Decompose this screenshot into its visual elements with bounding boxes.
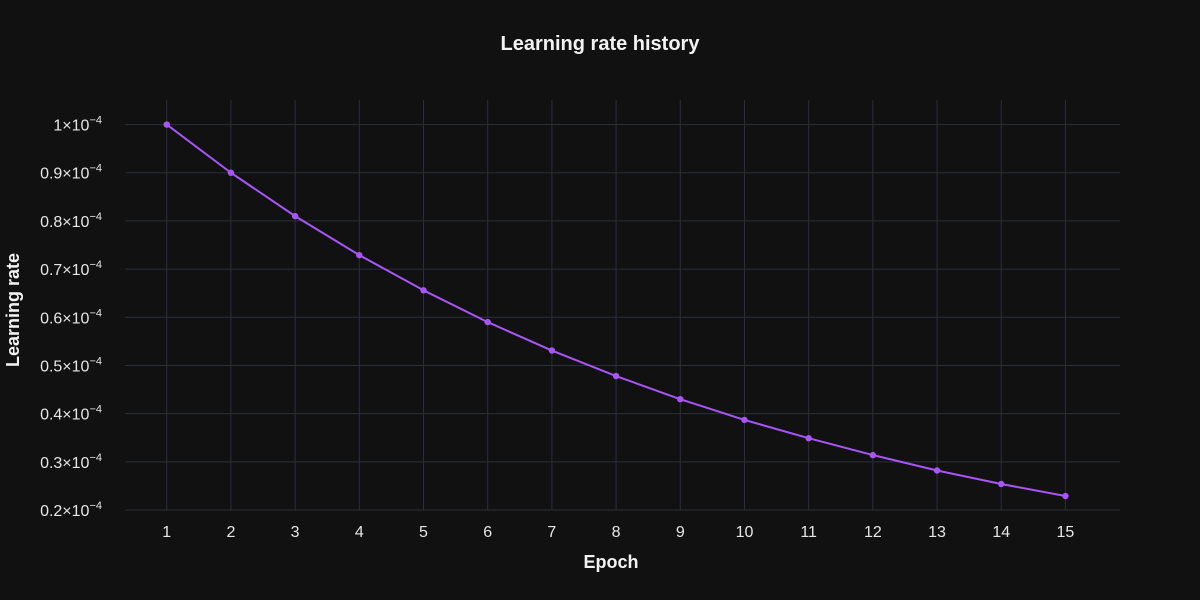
data-point [869, 451, 877, 459]
x-tick-label: 15 [1057, 524, 1075, 541]
x-tick-label: 10 [736, 524, 754, 541]
x-axis-title: Epoch [583, 552, 638, 572]
data-point [998, 480, 1005, 488]
y-tick-label: 0.3×10−4 [40, 452, 102, 472]
data-point [484, 318, 491, 326]
x-tick-label: 9 [676, 524, 685, 541]
data-point [163, 121, 170, 128]
data-point [356, 251, 363, 259]
y-tick-labels: 1×10−4 0.9×10−4 0.8×10−4 0.7×10−4 0.6×10−4 0.… [40, 115, 102, 520]
data-point [805, 435, 812, 442]
data-point [420, 287, 427, 294]
x-tick-label: 12 [864, 524, 882, 541]
x-tick-label: 6 [483, 524, 492, 541]
x-tick-label: 14 [992, 524, 1010, 541]
y-tick-label: 0.9×10−4 [40, 163, 102, 183]
data-point [227, 169, 235, 176]
y-tick-label: 0.7×10−4 [40, 259, 102, 279]
series-layer [163, 121, 1069, 500]
data-point [741, 416, 748, 424]
x-tick-label: 11 [800, 524, 817, 541]
data-point [933, 467, 941, 474]
y-tick-label: 1×10−4 [53, 115, 102, 135]
y-tick-label: 0.8×10−4 [40, 211, 102, 231]
x-tick-label: 3 [291, 524, 300, 541]
x-tick-label: 7 [547, 524, 556, 541]
x-tick-label: 8 [612, 524, 621, 541]
y-tick-label: 0.5×10−4 [40, 355, 102, 375]
x-tick-label: 1 [162, 524, 171, 541]
x-tick-label: 2 [226, 524, 235, 541]
chart-title: Learning rate history [501, 33, 701, 55]
y-axis-title: Learning rate [3, 253, 23, 367]
x-tick-label: 5 [419, 524, 428, 541]
x-tick-label: 4 [355, 524, 364, 541]
data-point [291, 212, 299, 220]
grid-layer [125, 100, 1120, 511]
data-point [677, 395, 684, 403]
data-point [1062, 492, 1069, 500]
y-tick-label: 0.2×10−4 [40, 500, 102, 520]
data-point [548, 347, 556, 354]
data-point [612, 372, 620, 380]
y-tick-label: 0.4×10−4 [40, 404, 102, 424]
y-tick-label: 0.6×10−4 [40, 307, 102, 327]
x-tick-labels: 1 2 3 4 5 6 7 8 9 10 11 12 13 14 15 [162, 524, 1074, 541]
x-tick-label: 13 [928, 524, 946, 541]
